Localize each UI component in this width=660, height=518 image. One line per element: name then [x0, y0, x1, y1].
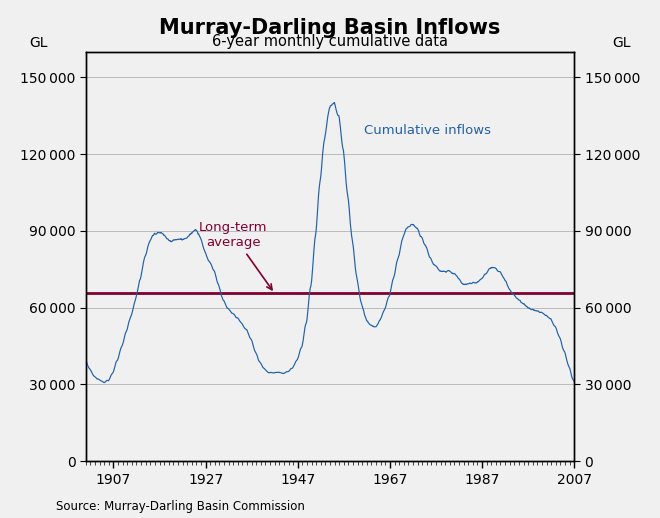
Text: GL: GL — [30, 36, 48, 50]
Text: Long-term
average: Long-term average — [199, 221, 272, 290]
Text: Source: Murray-Darling Basin Commission: Source: Murray-Darling Basin Commission — [56, 500, 305, 513]
Text: Murray-Darling Basin Inflows: Murray-Darling Basin Inflows — [159, 18, 501, 38]
Text: GL: GL — [612, 36, 630, 50]
Text: Cumulative inflows: Cumulative inflows — [364, 124, 491, 137]
Text: 6-year monthly cumulative data: 6-year monthly cumulative data — [212, 34, 448, 49]
